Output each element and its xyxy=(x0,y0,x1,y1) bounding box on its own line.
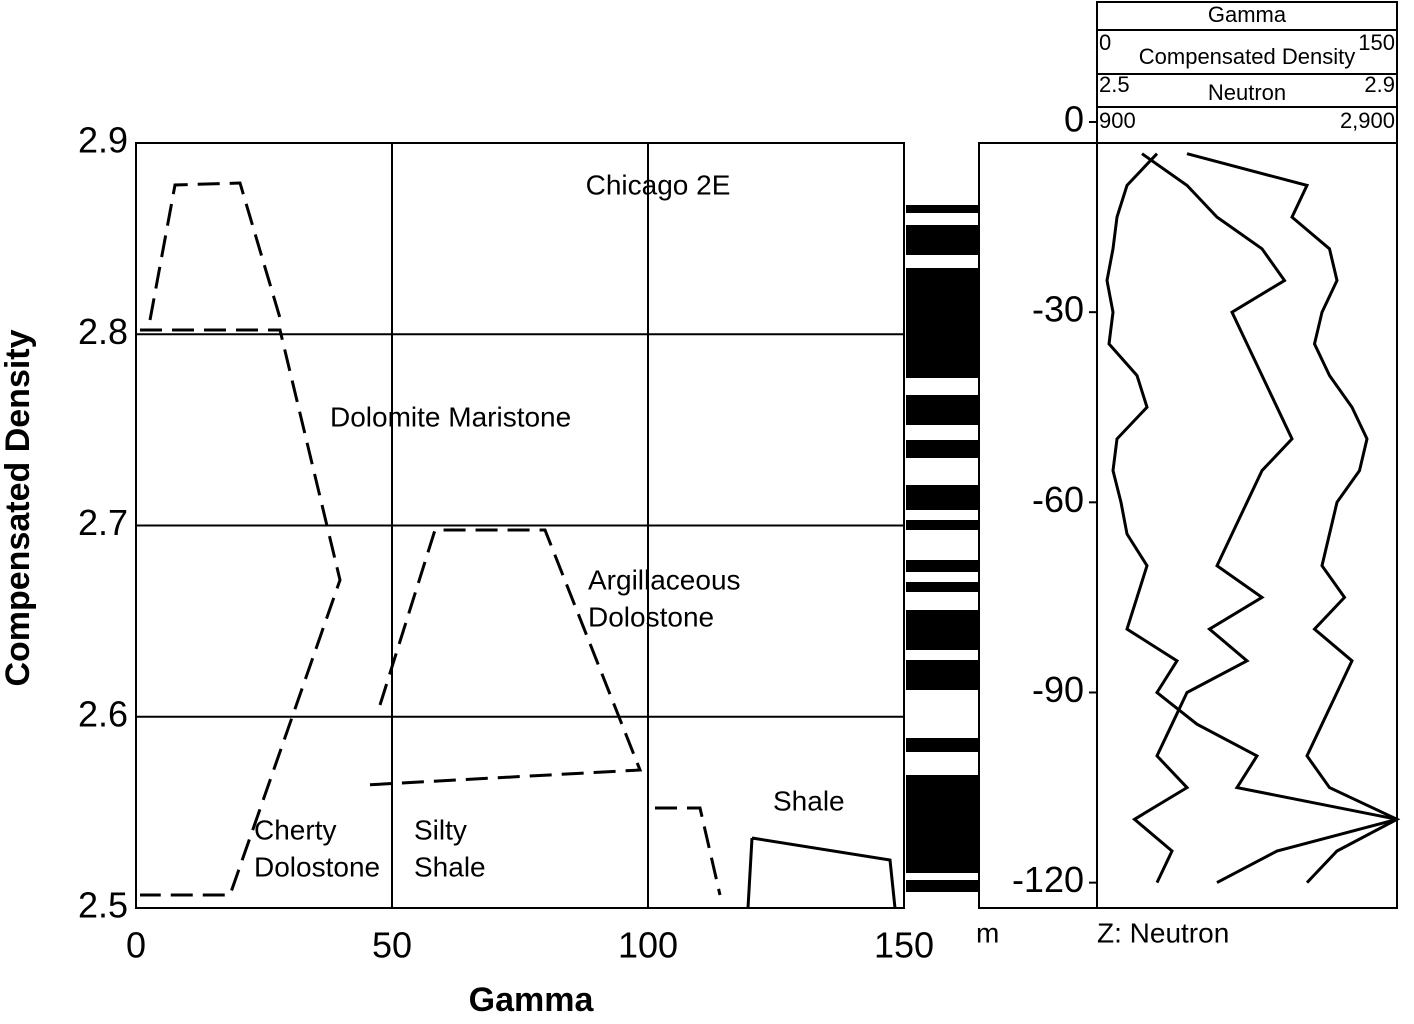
annotation: Cherty xyxy=(254,814,336,845)
x-tick-label: 2,900 xyxy=(1340,108,1395,133)
y-tick-label: -120 xyxy=(1012,859,1084,900)
annotation: Dolostone xyxy=(588,601,714,632)
annotation: Shale xyxy=(414,851,486,882)
y-tick-label: 0 xyxy=(1064,99,1084,140)
y-tick-label: -90 xyxy=(1032,669,1084,710)
zone-outline xyxy=(655,806,722,896)
y-tick-label: 2.9 xyxy=(78,120,128,161)
y-tick-label: -30 xyxy=(1032,289,1084,330)
x-tick-label: 150 xyxy=(1358,30,1395,55)
annotation: Dolomite Maristone xyxy=(330,401,571,432)
x-tick-label: 2.9 xyxy=(1364,72,1395,97)
y-tick-label: 2.6 xyxy=(78,693,128,734)
chart-title: Chicago 2E xyxy=(586,169,731,200)
x-tick-label: 150 xyxy=(874,925,934,966)
depth-unit: m xyxy=(976,917,999,948)
x-axis-label: Gamma xyxy=(469,981,595,1019)
log-curve xyxy=(1105,152,1398,884)
x-tick-label: 0 xyxy=(126,925,146,966)
y-tick-label: 2.5 xyxy=(78,885,128,926)
zone-outline xyxy=(140,328,342,897)
legend-entry: Neutron xyxy=(1208,80,1286,105)
log-curve xyxy=(1131,152,1294,884)
log-curve xyxy=(1186,152,1401,884)
y-tick-label: -60 xyxy=(1032,479,1084,520)
annotation: Shale xyxy=(773,785,845,816)
annotation: Argillaceous xyxy=(588,564,741,595)
y-tick-label: 2.8 xyxy=(78,311,128,352)
x-tick-label: 100 xyxy=(618,925,678,966)
z-label: Z: Neutron xyxy=(1097,917,1229,948)
x-tick-label: 0 xyxy=(1099,30,1111,55)
y-axis-label: Compensated Density xyxy=(0,329,37,686)
x-tick-label: 50 xyxy=(372,925,412,966)
x-tick-label: 900 xyxy=(1099,108,1136,133)
track-frame xyxy=(1096,142,1398,909)
legend-entry: Compensated Density xyxy=(1139,44,1355,69)
y-tick-label: 2.7 xyxy=(78,502,128,543)
x-tick-label: 2.5 xyxy=(1099,72,1130,97)
annotation: Silty xyxy=(414,814,467,845)
zone-outline xyxy=(148,181,282,321)
log-header xyxy=(1096,1,1398,144)
zone-outline xyxy=(364,528,643,787)
zone-outline xyxy=(746,836,897,909)
legend-entry: Gamma xyxy=(1208,2,1287,27)
lithology-column xyxy=(906,205,978,892)
depth-frame xyxy=(978,142,1098,909)
annotation: Dolostone xyxy=(254,851,380,882)
